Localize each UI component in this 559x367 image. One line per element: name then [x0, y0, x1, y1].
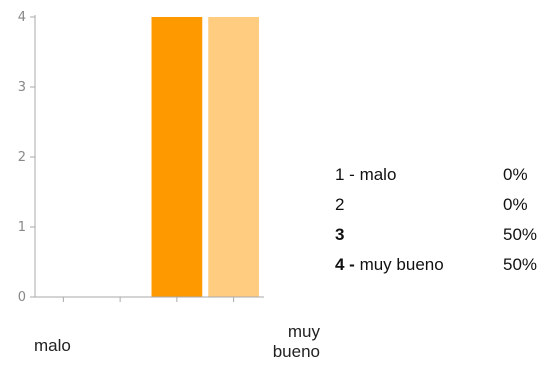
scale-low-label: malo [34, 336, 71, 355]
legend-percent: 50% [503, 225, 538, 244]
legend-text: malo [359, 165, 397, 184]
scale-high-line1: muy [287, 322, 320, 341]
legend-row: 4 - muy bueno 50% [335, 250, 537, 280]
legend-label: 2 [335, 190, 495, 220]
legend-row: 1 - malo 0% [335, 160, 537, 190]
legend-label: 1 - malo [335, 160, 495, 190]
y-tick-label-2: 2 [18, 150, 26, 165]
y-tick-label-1: 1 [18, 220, 26, 235]
legend-number: 3 [335, 225, 345, 244]
bar-chart: 012341234 [18, 10, 264, 305]
bar-3 [151, 17, 203, 297]
legend-text: muy bueno [354, 255, 444, 274]
legend-table: 1 - malo 0% 2 0% 3 50% 4 - muy bueno 50% [335, 160, 537, 280]
legend-number: 4 - [335, 255, 355, 274]
scale-high-label: muy bueno [248, 322, 320, 362]
legend-label: 4 - muy bueno [335, 250, 495, 280]
y-tick-label-4: 4 [18, 10, 26, 25]
legend-row: 2 0% [335, 190, 537, 220]
legend-row: 3 50% [335, 220, 537, 250]
legend-percent: 50% [503, 255, 538, 274]
scale-high-line2: bueno [272, 342, 320, 361]
legend-percent: 0% [503, 165, 528, 184]
legend-percent: 0% [503, 195, 528, 214]
legend-number: 1 - [335, 165, 360, 184]
y-tick-label-0: 0 [18, 290, 26, 305]
bar-4 [208, 17, 259, 297]
y-tick-label-3: 3 [18, 80, 26, 95]
legend-label: 3 [335, 220, 495, 250]
legend-number: 2 [335, 195, 345, 214]
